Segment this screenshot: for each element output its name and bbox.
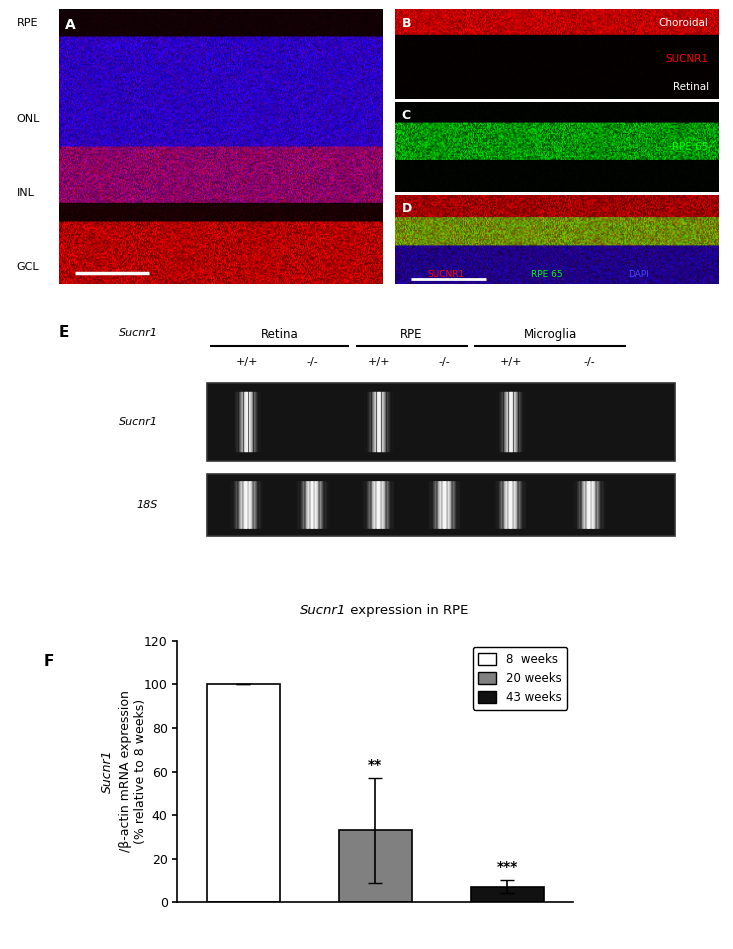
Text: -/-: -/- [306, 358, 319, 367]
Bar [339, 830, 412, 902]
Text: ONL: ONL [17, 114, 40, 124]
Text: Sucnr1: Sucnr1 [300, 605, 346, 617]
Text: +/+: +/+ [499, 358, 522, 367]
Text: GCL: GCL [17, 263, 40, 272]
Text: Retinal: Retinal [672, 83, 709, 92]
Text: RPE: RPE [400, 327, 423, 341]
Text: **: ** [368, 757, 383, 772]
Text: B: B [402, 17, 411, 29]
Text: SUCNR1: SUCNR1 [666, 54, 709, 64]
Text: F: F [44, 654, 54, 669]
Text: ***: *** [496, 860, 518, 874]
Text: expression in RPE: expression in RPE [346, 605, 468, 617]
Text: -/-: -/- [438, 358, 451, 367]
Bar [207, 382, 676, 460]
Text: +/+: +/+ [235, 358, 258, 367]
Text: Retina: Retina [261, 327, 298, 341]
Text: Microglia: Microglia [523, 327, 577, 341]
Text: SUCNR1: SUCNR1 [427, 270, 465, 279]
Legend: 8  weeks, 20 weeks, 43 weeks: 8 weeks, 20 weeks, 43 weeks [473, 647, 567, 710]
Text: Sucnr1: Sucnr1 [101, 750, 114, 793]
Text: RPE: RPE [17, 18, 38, 28]
Text: D: D [402, 202, 412, 214]
Text: /β-actin mRNA expression
(% relative to 8 weeks): /β-actin mRNA expression (% relative to … [119, 691, 147, 852]
Text: DAPI: DAPI [627, 270, 649, 279]
Text: INL: INL [17, 188, 34, 198]
Bar [471, 887, 544, 902]
Bar [207, 474, 676, 536]
Bar [207, 684, 280, 902]
Text: +/+: +/+ [367, 358, 390, 367]
Text: 18S: 18S [136, 500, 158, 511]
Text: Choroidal: Choroidal [659, 18, 709, 28]
Text: A: A [65, 18, 75, 31]
Text: RPE 65: RPE 65 [531, 270, 562, 279]
Text: C: C [402, 109, 410, 122]
Text: -/-: -/- [583, 358, 596, 367]
Text: RPE 65: RPE 65 [672, 142, 709, 152]
Text: E: E [59, 326, 69, 341]
Text: Sucnr1: Sucnr1 [119, 417, 158, 427]
Text: Sucnr1: Sucnr1 [119, 327, 158, 338]
